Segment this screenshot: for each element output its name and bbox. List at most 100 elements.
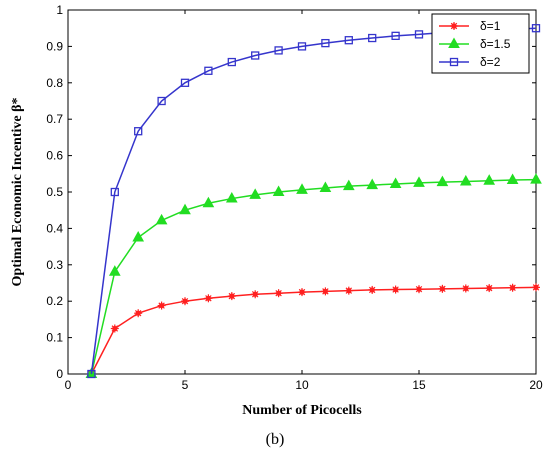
data-point xyxy=(298,288,306,297)
data-point xyxy=(459,174,472,186)
legend-marker xyxy=(449,57,459,67)
data-point xyxy=(227,57,236,67)
asterisk-stroke xyxy=(509,284,516,291)
y-tick-label: 0.6 xyxy=(46,149,63,163)
asterisk-stroke xyxy=(345,287,353,294)
asterisk-stroke xyxy=(298,288,306,296)
data-point xyxy=(391,31,400,40)
series-2 xyxy=(85,173,542,378)
data-point xyxy=(506,173,519,184)
data-point xyxy=(204,66,213,75)
data-point xyxy=(274,289,283,298)
y-tick-label: 1 xyxy=(56,3,63,17)
data-point xyxy=(202,196,215,208)
data-point xyxy=(132,230,145,242)
data-point xyxy=(531,24,541,33)
y-tick-label: 0.3 xyxy=(46,258,63,272)
asterisk-stroke xyxy=(158,302,165,309)
asterisk-stroke xyxy=(181,297,189,305)
data-point xyxy=(87,369,96,379)
data-point xyxy=(134,127,143,136)
x-tick-label: 20 xyxy=(529,378,543,392)
data-point xyxy=(204,294,213,303)
data-point xyxy=(508,283,517,292)
asterisk-stroke xyxy=(134,309,142,317)
y-tick-label: 0.8 xyxy=(46,76,63,90)
asterisk-stroke xyxy=(439,285,446,293)
data-point xyxy=(485,284,494,293)
data-point xyxy=(321,287,330,296)
data-point xyxy=(296,183,308,194)
asterisk-stroke xyxy=(392,286,399,293)
data-point xyxy=(297,42,307,51)
legend: δ=1 δ=1.5 δ=2 xyxy=(431,13,530,74)
asterisk-stroke xyxy=(368,286,376,294)
data-point xyxy=(366,178,379,190)
legend-marker xyxy=(450,22,458,30)
data-point xyxy=(251,290,260,299)
asterisk-stroke xyxy=(228,292,236,300)
x-tick-label: 10 xyxy=(295,378,309,392)
data-point xyxy=(179,203,191,215)
y-tick-label: 0 xyxy=(56,367,63,381)
y-tick-label: 0.5 xyxy=(46,185,63,199)
y-tick-label: 0.4 xyxy=(46,221,63,235)
data-point xyxy=(249,188,262,199)
data-point xyxy=(251,51,260,60)
data-point xyxy=(414,30,424,39)
legend-label: δ=1 xyxy=(480,19,501,33)
data-point xyxy=(344,36,353,45)
series-line xyxy=(90,178,537,375)
data-point xyxy=(157,301,166,310)
data-point xyxy=(272,185,285,196)
data-point xyxy=(436,175,449,187)
asterisk-stroke xyxy=(251,291,259,298)
asterisk-stroke xyxy=(532,284,540,291)
legend-marker xyxy=(448,37,460,48)
figure-caption: (b) xyxy=(266,431,285,448)
data-point xyxy=(532,283,540,292)
data-point xyxy=(461,284,470,293)
y-tick-label: 0.1 xyxy=(46,331,63,345)
data-point xyxy=(181,297,189,306)
legend-label: δ=2 xyxy=(480,55,501,69)
x-tick-label: 0 xyxy=(65,378,72,392)
data-point xyxy=(155,213,168,225)
data-point xyxy=(321,38,330,48)
x-tick-label: 5 xyxy=(182,378,189,392)
data-point xyxy=(368,285,377,294)
data-point xyxy=(413,176,425,187)
data-point xyxy=(319,181,332,192)
asterisk-stroke xyxy=(485,284,493,292)
asterisk-stroke xyxy=(205,295,212,302)
data-point xyxy=(342,179,355,191)
data-point xyxy=(274,46,283,55)
asterisk-stroke xyxy=(322,288,329,295)
data-point xyxy=(110,324,119,333)
data-point xyxy=(227,292,236,301)
x-tick-label: 15 xyxy=(412,378,426,392)
data-point xyxy=(157,96,166,106)
data-point xyxy=(415,285,423,294)
asterisk-stroke xyxy=(450,22,458,30)
data-point xyxy=(225,192,238,203)
data-point xyxy=(344,286,353,295)
legend-label: δ=1.5 xyxy=(480,37,511,51)
series-1 xyxy=(87,283,540,378)
y-tick-label: 0.7 xyxy=(46,112,63,126)
data-point xyxy=(483,174,496,185)
data-point xyxy=(134,309,143,318)
y-tick-label: 0.2 xyxy=(46,294,63,308)
x-axis-title: Number of Picocells xyxy=(242,403,362,418)
data-point xyxy=(391,285,400,294)
data-point xyxy=(368,33,377,43)
ticks-layer: 0 5 10 15 20 0 0.1 0.2 0.3 0.4 0.5 0.6 0.7 0.8 0.9 1 xyxy=(46,3,543,392)
y-tick-label: 0.9 xyxy=(46,39,63,53)
data-point xyxy=(110,187,119,197)
data-point xyxy=(438,284,447,293)
data-point xyxy=(180,78,190,87)
data-point xyxy=(389,177,402,188)
asterisk-stroke xyxy=(415,285,423,293)
data-point xyxy=(530,173,542,184)
